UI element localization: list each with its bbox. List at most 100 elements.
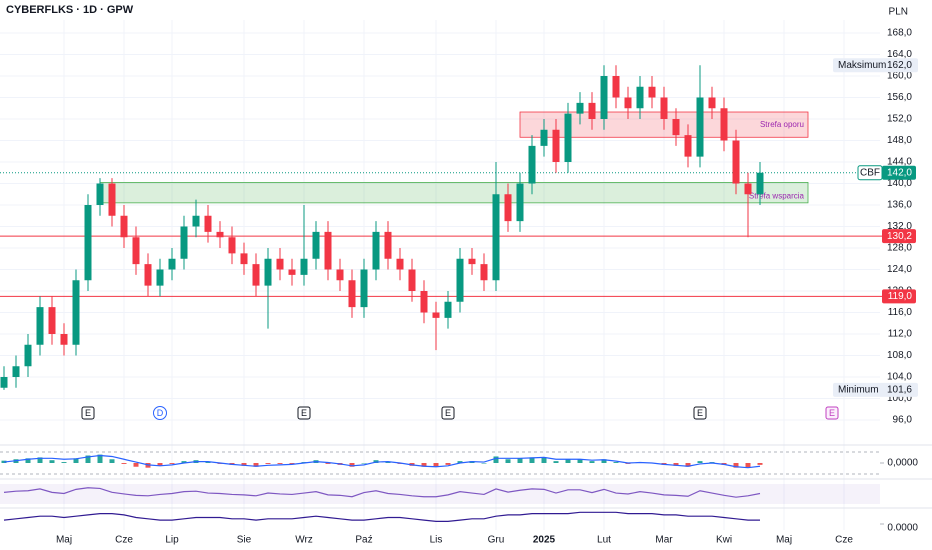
candle-body: [360, 269, 368, 308]
candle-body: [12, 366, 20, 377]
candle-body: [228, 237, 236, 254]
candle-body: [636, 86, 644, 109]
histogram-bar: [289, 463, 295, 464]
x-tick-label: Cze: [835, 535, 853, 546]
candle-body: [612, 76, 620, 98]
histogram-bar: [61, 462, 67, 463]
y-tick-label: 108,0: [887, 350, 912, 361]
y-tick-label: 128,0: [887, 243, 912, 254]
histogram-bar: [745, 463, 751, 468]
x-tick-label: Wrz: [295, 535, 313, 546]
candle-body: [84, 205, 92, 281]
x-tick-label: Maj: [776, 535, 792, 546]
zone-label: Strefa wsparcia: [749, 192, 805, 201]
level-label: 130,2: [887, 231, 912, 242]
y-tick-label: 148,0: [887, 135, 912, 146]
histogram-bar: [157, 463, 163, 466]
extreme-value: 162,0: [887, 60, 912, 71]
histogram-bar: [733, 463, 739, 468]
histogram-bar: [517, 458, 523, 463]
candle-body: [684, 135, 692, 157]
y-tick-label: 132,0: [887, 221, 912, 232]
y-tick-label: 160,0: [887, 71, 912, 82]
histogram-bar: [577, 459, 583, 463]
candle-body: [456, 258, 464, 302]
candle-body: [732, 140, 740, 184]
x-tick-label: Kwi: [716, 535, 732, 546]
histogram-bar: [481, 463, 487, 464]
histogram-bar: [757, 463, 763, 465]
pane-tick-label: 0.0000: [887, 523, 918, 534]
candle-body: [300, 258, 308, 275]
histogram-bar: [685, 463, 691, 467]
event-marker: [153, 406, 167, 420]
x-tick-label: Maj: [56, 535, 72, 546]
candle-body: [492, 194, 500, 281]
price-badge: [882, 165, 916, 180]
histogram-bar: [433, 463, 439, 467]
histogram-bar: [277, 463, 283, 464]
candle-body: [444, 301, 452, 318]
candle-body: [624, 97, 632, 109]
candle-body: [216, 231, 224, 238]
band: [0, 484, 880, 504]
candle-body: [168, 258, 176, 270]
y-tick-label: 144,0: [887, 157, 912, 168]
indicator-line: [3, 487, 761, 498]
event-label: E: [445, 408, 451, 418]
candle-body: [468, 258, 476, 265]
candle-body: [480, 264, 488, 281]
candle-body: [720, 108, 728, 141]
candle-body: [192, 215, 200, 227]
y-tick-label: 124,0: [887, 264, 912, 275]
histogram-bar: [421, 463, 427, 467]
candle-body: [132, 237, 140, 265]
histogram-bar: [613, 462, 619, 463]
histogram-bar: [265, 463, 271, 464]
candle-body: [240, 253, 248, 265]
histogram-bar: [37, 457, 43, 463]
y-tick-label: 116,0: [888, 307, 913, 318]
histogram-bar: [241, 463, 247, 466]
histogram-bar: [25, 458, 31, 463]
candle-body: [276, 258, 284, 270]
event-label: E: [697, 408, 703, 418]
candle-body: [396, 258, 404, 270]
histogram-bar: [445, 463, 451, 465]
candle-body: [264, 258, 272, 286]
candle-body: [408, 269, 416, 291]
histogram-bar: [85, 455, 91, 463]
y-tick-label: 140,0: [887, 178, 912, 189]
candle-body: [72, 280, 80, 345]
histogram-bar: [133, 463, 139, 467]
candle-body: [576, 102, 584, 114]
x-tick-label: Mar: [655, 535, 673, 546]
histogram-bar: [457, 461, 463, 463]
histogram-bar: [493, 456, 499, 463]
candle-body: [24, 344, 32, 367]
histogram-bar: [181, 461, 187, 463]
y-tick-label: 152,0: [887, 114, 912, 125]
candle-body: [516, 183, 524, 222]
candle-body: [552, 129, 560, 162]
candle-body: [504, 194, 512, 222]
indicator-line: [3, 454, 761, 469]
histogram-bar: [697, 461, 703, 463]
histogram-bar: [49, 460, 55, 463]
histogram-bar: [97, 454, 103, 463]
event-marker: [297, 406, 311, 420]
histogram-bar: [349, 463, 355, 467]
histogram-bar: [73, 458, 79, 463]
y-tick-label: 112,0: [888, 329, 913, 340]
extreme-value: 101,6: [887, 385, 912, 396]
candle-body: [540, 129, 548, 146]
event-label: E: [829, 408, 835, 418]
candle-body: [708, 97, 716, 109]
candle-body: [60, 334, 68, 345]
x-tick-label: Lut: [597, 535, 611, 546]
event-marker: [81, 406, 95, 420]
y-tick-label: 164,0: [887, 49, 912, 60]
histogram-bar: [541, 457, 547, 463]
